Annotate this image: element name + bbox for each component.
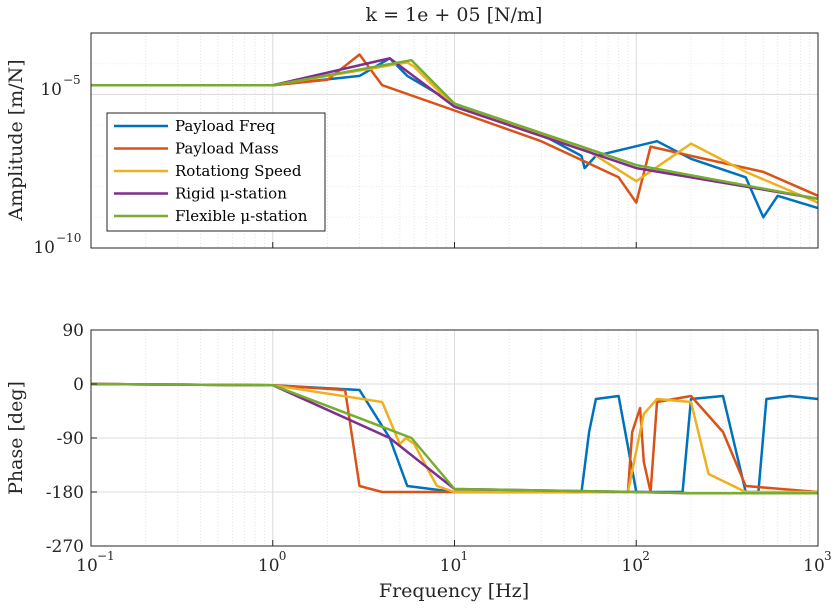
svg-text:0: 0 — [279, 549, 287, 563]
amplitude-title: k = 1e + 05 [N/m] — [366, 4, 543, 26]
svg-text:10: 10 — [440, 556, 462, 576]
legend: Payload Freq Payload Mass Rotationg Speed R… — [106, 112, 326, 232]
svg-text:10: 10 — [803, 556, 825, 576]
phase-xlabel: Frequency [Hz] — [379, 580, 529, 602]
amplitude-ytick-1e-10: 10 −10 — [33, 231, 81, 258]
legend-label: Rigid μ-station — [175, 185, 287, 203]
svg-text:2: 2 — [642, 549, 650, 563]
phase-ytick-label: 0 — [73, 375, 84, 395]
phase-xtick-labels: 10 −1 10 0 10 1 10 2 10 3 — [76, 549, 831, 576]
phase-ytick-labels: 90 0 -90 -180 -270 — [46, 321, 84, 557]
legend-label: Flexible μ-station — [175, 207, 308, 225]
svg-text:10: 10 — [33, 238, 55, 258]
amplitude-axes: k = 1e + 05 [N/m] Amplitude [m/N] 10 −5 … — [5, 4, 819, 258]
legend-entry: Rotationg Speed — [114, 162, 302, 180]
phase-ytick-label: -270 — [46, 537, 84, 557]
phase-lines — [91, 382, 818, 495]
legend-entry: Rigid μ-station — [114, 185, 287, 203]
svg-text:10: 10 — [258, 556, 280, 576]
svg-text:1: 1 — [461, 549, 469, 563]
phase-ylabel: Phase [deg] — [5, 381, 27, 495]
svg-text:−1: −1 — [97, 549, 115, 563]
legend-entry: Flexible μ-station — [114, 207, 308, 225]
phase-xtick-label: 10 −1 — [76, 549, 115, 576]
phase-xtick-label: 10 1 — [440, 549, 468, 576]
phase-series-1 — [91, 382, 818, 494]
svg-text:10: 10 — [76, 556, 98, 576]
amplitude-ylabel: Amplitude [m/N] — [5, 59, 27, 221]
legend-entry: Payload Mass — [114, 140, 279, 158]
phase-grid — [90, 329, 819, 547]
legend-label: Payload Freq — [175, 117, 275, 135]
phase-series-4 — [91, 382, 818, 495]
phase-xtick-label: 10 2 — [621, 549, 649, 576]
svg-text:10: 10 — [621, 556, 643, 576]
legend-entry: Payload Freq — [114, 117, 275, 135]
legend-label: Rotationg Speed — [175, 162, 302, 180]
phase-axes: 900-90-180-270 10 −1 10 0 10 1 10 2 10 3 Phase [d… — [5, 321, 832, 602]
phase-series-2 — [91, 382, 818, 494]
svg-text:−10: −10 — [56, 231, 81, 245]
svg-text:10: 10 — [40, 80, 62, 100]
legend-label: Payload Mass — [175, 140, 279, 158]
phase-ytick-label: 90 — [62, 321, 84, 341]
phase-xtick-label: 10 0 — [258, 549, 286, 576]
amplitude-ytick-1e-5: 10 −5 — [40, 73, 80, 100]
amplitude-ticks — [90, 242, 819, 248]
phase-xtick-label: 10 3 — [803, 549, 831, 576]
svg-text:−5: −5 — [63, 73, 81, 87]
phase-ticks — [90, 329, 819, 547]
phase-ytick-label: -90 — [57, 429, 84, 449]
phase-ytick-label: -180 — [46, 483, 84, 503]
amplitude-lines — [91, 53, 818, 219]
svg-text:3: 3 — [824, 549, 832, 563]
amplitude-series-1 — [91, 53, 818, 204]
amplitude-series-4 — [91, 58, 818, 201]
